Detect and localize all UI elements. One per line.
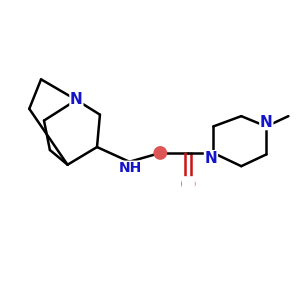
Text: N: N (205, 151, 217, 166)
Text: N: N (70, 92, 83, 107)
Circle shape (154, 147, 167, 159)
Circle shape (182, 177, 195, 190)
Text: N: N (260, 115, 273, 130)
Text: O: O (182, 177, 194, 191)
Text: NH: NH (119, 161, 142, 175)
